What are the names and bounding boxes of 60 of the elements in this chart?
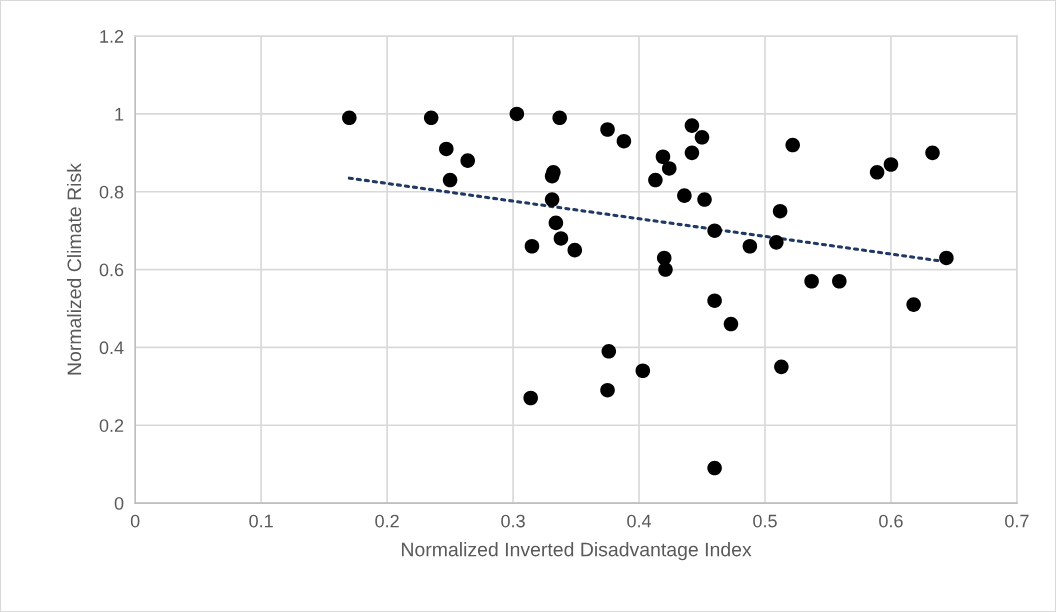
point — [661, 161, 677, 176]
point — [439, 141, 454, 157]
point — [677, 188, 692, 203]
x-tick-label: 0.4 — [627, 514, 652, 528]
x-axis-title: Normalized Inverted Disadvantage Index — [402, 542, 752, 561]
point — [707, 223, 722, 238]
x-tick-label: 0.6 — [879, 514, 903, 528]
point — [697, 192, 712, 207]
point — [772, 203, 788, 219]
point — [342, 110, 357, 126]
point — [742, 238, 758, 254]
x-tick-label: 0.5 — [753, 514, 777, 528]
x-tick-label: 0.7 — [1005, 514, 1029, 528]
point — [553, 231, 569, 246]
y-tick-label: 1.2 — [100, 30, 124, 43]
point — [509, 106, 525, 122]
point — [548, 215, 564, 231]
point — [552, 110, 567, 126]
point — [925, 145, 940, 161]
point — [684, 145, 700, 161]
point — [723, 316, 739, 332]
point — [524, 238, 540, 254]
point — [769, 235, 784, 250]
point — [648, 172, 663, 188]
point — [567, 242, 583, 258]
y-tick-label: 0.4 — [99, 341, 124, 355]
point — [442, 172, 458, 188]
point — [869, 165, 885, 180]
y-tick-label: 0.8 — [99, 185, 124, 199]
point — [600, 122, 615, 137]
point — [707, 460, 722, 476]
x-tick-label: 0.1 — [249, 514, 273, 528]
point — [804, 273, 819, 289]
point — [423, 110, 439, 126]
point — [601, 344, 617, 359]
point — [684, 118, 700, 133]
point — [785, 137, 800, 153]
y-tick-label: 0.2 — [99, 419, 124, 432]
point — [707, 293, 722, 308]
point — [616, 133, 632, 149]
point — [883, 157, 899, 172]
point — [658, 262, 673, 277]
x-tick-label: 0.3 — [501, 514, 525, 528]
point — [655, 149, 671, 165]
x-tick-label: 0 — [130, 514, 140, 528]
point — [832, 273, 847, 289]
point — [939, 250, 954, 266]
y-axis-title: Normalized Climate Risk — [66, 163, 82, 375]
point — [774, 359, 789, 375]
point — [600, 382, 615, 398]
point — [694, 130, 710, 145]
point — [523, 390, 538, 406]
y-tick-label: 1 — [115, 108, 124, 121]
y-tick-label: 0 — [114, 497, 124, 510]
x-tick-label: 0.2 — [375, 514, 399, 528]
point — [544, 192, 560, 207]
point — [635, 363, 651, 379]
point — [460, 153, 475, 168]
point — [906, 297, 921, 312]
y-tick-label: 0.6 — [99, 263, 124, 277]
